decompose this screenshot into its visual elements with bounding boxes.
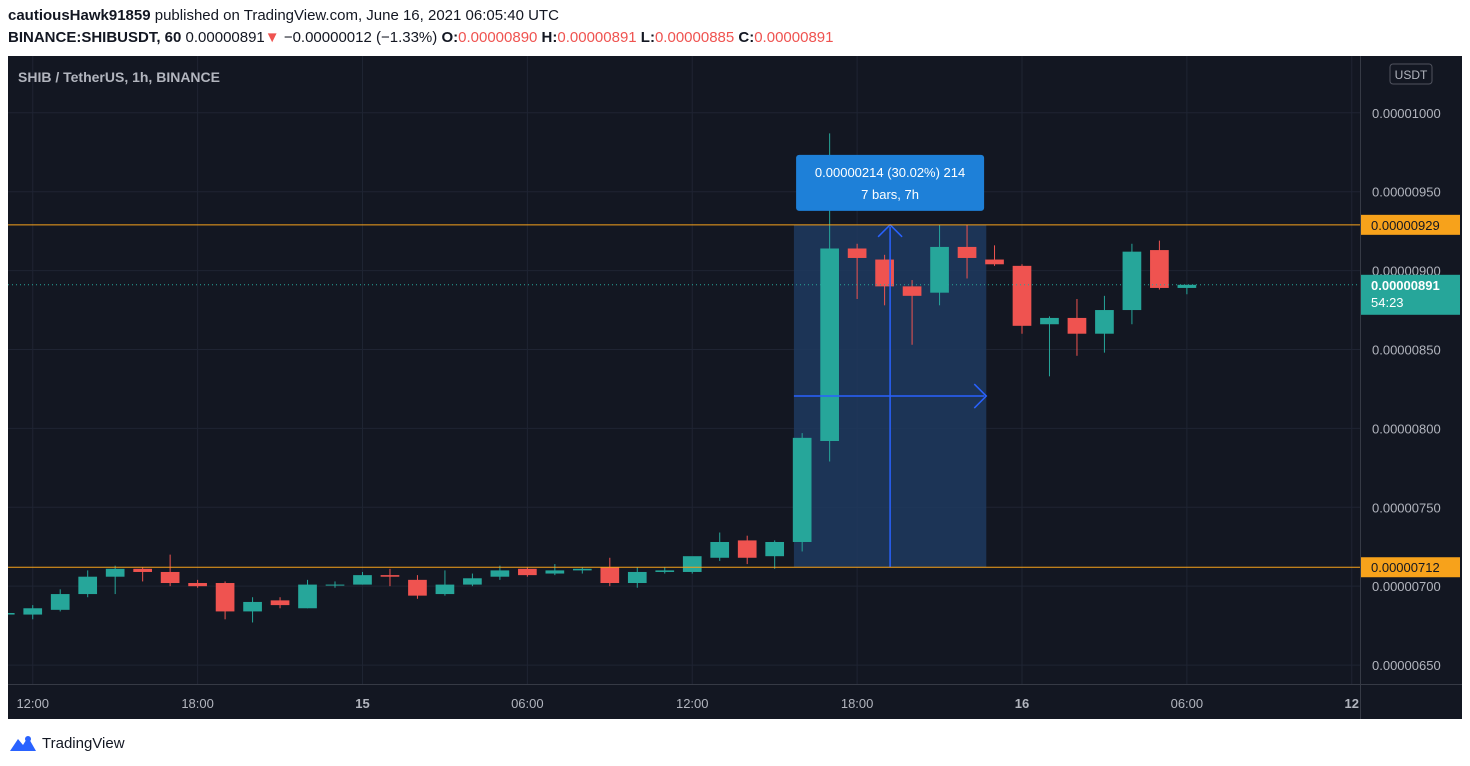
time-axis-label: 12:00 bbox=[676, 696, 709, 711]
candle-body[interactable] bbox=[792, 437, 812, 542]
candle-body[interactable] bbox=[902, 286, 922, 296]
price-axis-label: 0.00001000 bbox=[1372, 106, 1441, 121]
down-arrow-icon: ▼ bbox=[264, 29, 280, 46]
price-chart[interactable]: 0.00000214 (30.02%) 214 7 bars, 7h 0.00001… bbox=[0, 56, 1462, 719]
candle-body[interactable] bbox=[490, 570, 510, 577]
candle-body[interactable] bbox=[50, 594, 70, 610]
chart-background bbox=[8, 56, 1462, 719]
candle-body[interactable] bbox=[215, 583, 235, 612]
candle-body[interactable] bbox=[1012, 265, 1032, 326]
candle-body[interactable] bbox=[655, 570, 675, 572]
candle-body[interactable] bbox=[682, 556, 702, 572]
level-price-label: 0.00000929 bbox=[1371, 218, 1440, 233]
candle-body[interactable] bbox=[518, 568, 537, 576]
measure-tooltip-line1: 0.00000214 (30.02%) 214 bbox=[815, 165, 965, 180]
price-axis-label: 0.00000750 bbox=[1372, 500, 1441, 515]
chart-canvas[interactable]: 0.00000214 (30.02%) 214 7 bars, 7h 0.00001… bbox=[0, 56, 1462, 719]
candle-body[interactable] bbox=[353, 575, 372, 585]
level-price-label: 0.00000712 bbox=[1371, 560, 1440, 575]
close-value: 0.00000891 bbox=[754, 29, 834, 46]
candle-body[interactable] bbox=[737, 540, 757, 558]
level-price-tag bbox=[1361, 214, 1460, 235]
arrow-right-icon bbox=[973, 383, 988, 409]
symbol-info: BINANCE:SHIBUSDT, 60 0.00000891▼ −0.0000… bbox=[8, 29, 833, 46]
candle-body[interactable] bbox=[408, 579, 427, 596]
price-axis-label: 0.00000650 bbox=[1372, 658, 1441, 673]
candle-body[interactable] bbox=[325, 584, 345, 586]
axis-corner bbox=[1361, 685, 1462, 719]
candle-body[interactable] bbox=[463, 578, 482, 585]
candle-body[interactable] bbox=[1122, 251, 1142, 311]
candle-body[interactable] bbox=[188, 583, 207, 587]
time-axis-label: 15 bbox=[355, 696, 369, 711]
chart-title: SHIB / TetherUS, 1h, BINANCE bbox=[18, 69, 220, 85]
author-name[interactable]: cautiousHawk91859 bbox=[8, 7, 151, 24]
candle-body[interactable] bbox=[572, 568, 592, 571]
last-price: 0.00000891 bbox=[185, 29, 265, 46]
candle-body[interactable] bbox=[1067, 317, 1087, 334]
currency-label: USDT bbox=[1395, 68, 1428, 82]
candle-body[interactable] bbox=[160, 571, 180, 584]
measure-tooltip-line2: 7 bars, 7h bbox=[861, 187, 919, 202]
candle-body[interactable] bbox=[875, 259, 894, 287]
candle-body[interactable] bbox=[1095, 310, 1114, 334]
candle-body[interactable] bbox=[0, 612, 15, 615]
tradingview-logo-icon bbox=[10, 736, 36, 751]
time-axis-label: 06:00 bbox=[511, 696, 544, 711]
candle-body[interactable] bbox=[133, 568, 152, 572]
candle-body[interactable] bbox=[847, 248, 867, 258]
time-axis-label: 18:00 bbox=[181, 696, 214, 711]
low-label: L: bbox=[640, 29, 655, 46]
bar-countdown-label: 54:23 bbox=[1371, 295, 1404, 310]
level-price-tag bbox=[1361, 557, 1460, 578]
price-axis-label: 0.00000850 bbox=[1372, 342, 1441, 357]
price-axis-label: 0.00000950 bbox=[1372, 185, 1441, 200]
currency-badge[interactable] bbox=[1389, 63, 1433, 85]
publish-info: cautiousHawk91859 published on TradingVi… bbox=[8, 7, 559, 24]
candle-body[interactable] bbox=[105, 568, 125, 577]
published-text: published on TradingView.com, June 16, 2… bbox=[154, 7, 559, 24]
last-price-label: 0.00000891 bbox=[1371, 278, 1440, 293]
price-change: −0.00000012 (−1.33%) bbox=[283, 29, 438, 46]
measure-tooltip bbox=[796, 154, 985, 211]
high-value: 0.00000891 bbox=[557, 29, 637, 46]
candle-body[interactable] bbox=[1177, 284, 1197, 288]
open-label: O: bbox=[441, 29, 459, 46]
time-axis-label: 16 bbox=[1015, 696, 1029, 711]
low-value: 0.00000885 bbox=[654, 29, 735, 46]
candle-body[interactable] bbox=[930, 246, 949, 293]
candle-body[interactable] bbox=[23, 608, 43, 615]
price-axis-label: 0.00000700 bbox=[1372, 579, 1441, 594]
close-label: C: bbox=[738, 29, 755, 46]
open-value: 0.00000890 bbox=[458, 29, 538, 46]
candle-body[interactable] bbox=[380, 575, 400, 577]
candle-body[interactable] bbox=[78, 576, 98, 595]
candle-body[interactable] bbox=[1150, 250, 1169, 288]
candle-body[interactable] bbox=[435, 584, 455, 595]
candle-body[interactable] bbox=[985, 259, 1004, 265]
time-axis-label: 12 bbox=[1345, 696, 1359, 711]
candle-body[interactable] bbox=[627, 571, 647, 584]
time-axis-label: 06:00 bbox=[1171, 696, 1204, 711]
candle-body[interactable] bbox=[820, 248, 839, 442]
candle-body[interactable] bbox=[1040, 317, 1059, 325]
candle-body[interactable] bbox=[270, 600, 290, 606]
time-axis-label: 12:00 bbox=[16, 696, 49, 711]
candle-body[interactable] bbox=[765, 541, 785, 557]
tradingview-brand: TradingView bbox=[42, 734, 125, 752]
candle-body[interactable] bbox=[243, 601, 262, 612]
last-price-tag bbox=[1361, 274, 1460, 315]
price-axis-label: 0.00000800 bbox=[1372, 421, 1441, 436]
time-axis-label: 18:00 bbox=[841, 696, 874, 711]
candle-body[interactable] bbox=[545, 570, 565, 574]
candle-body[interactable] bbox=[600, 567, 620, 584]
candle-body[interactable] bbox=[710, 541, 730, 558]
candle-body[interactable] bbox=[957, 246, 977, 258]
high-label: H: bbox=[541, 29, 558, 46]
symbol-name: BINANCE:SHIBUSDT, 60 bbox=[8, 29, 182, 46]
candle-body[interactable] bbox=[298, 584, 317, 609]
tradingview-logo[interactable]: TradingView bbox=[8, 732, 125, 754]
